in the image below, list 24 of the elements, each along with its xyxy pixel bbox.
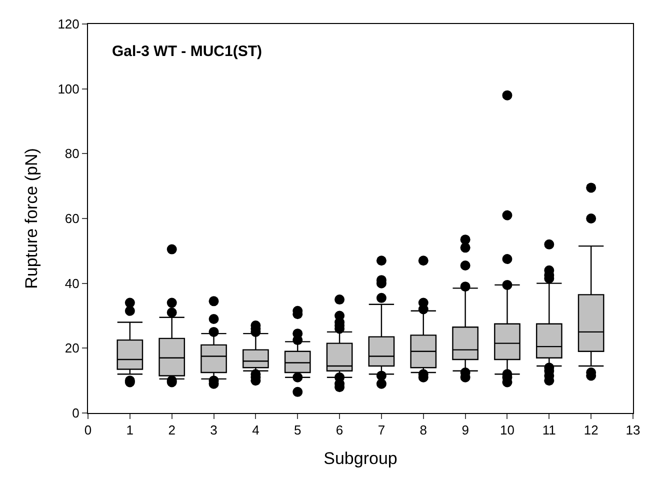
x-tick-label: 8 — [420, 422, 427, 438]
x-tick-label: 4 — [252, 422, 260, 438]
y-tick-label: 100 — [58, 81, 80, 96]
x-tick-label: 13 — [626, 422, 640, 438]
y-tick-label: 80 — [64, 146, 80, 162]
x-tick-label: 6 — [336, 422, 344, 438]
text: Gal-3 WT - MUC1(ST) — [112, 43, 262, 60]
y-tick-label: 40 — [64, 276, 80, 291]
x-tick-label: 0 — [84, 422, 92, 438]
x-tick-label: 7 — [378, 422, 386, 438]
y-axis-title: Rupture force (pN) — [22, 148, 42, 289]
x-tick-label: 3 — [210, 422, 218, 438]
y-tick-label: 120 — [58, 16, 80, 32]
x-tick-label: 10 — [500, 422, 514, 438]
x-tick-label: 2 — [168, 422, 176, 438]
y-tick-label: 0 — [72, 406, 80, 421]
x-tick-label: 11 — [542, 422, 556, 438]
y-tick-label: 60 — [64, 211, 80, 226]
x-axis-title: Subgroup — [324, 449, 398, 468]
x-tick-label: 9 — [462, 422, 469, 438]
y-tick-label: 20 — [64, 340, 80, 356]
x-tick-label: 5 — [294, 422, 302, 438]
x-tick-label: 1 — [126, 422, 134, 438]
x-tick-label: 12 — [584, 422, 598, 438]
